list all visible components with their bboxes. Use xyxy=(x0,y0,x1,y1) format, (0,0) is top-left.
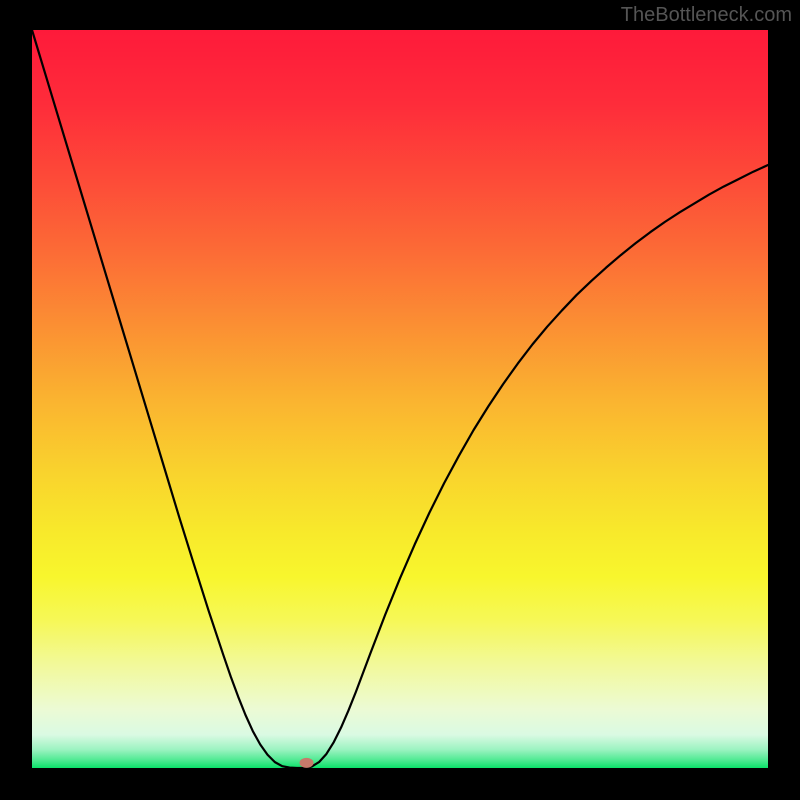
bottleneck-chart xyxy=(0,0,800,800)
watermark-text: TheBottleneck.com xyxy=(621,4,792,27)
chart-container: TheBottleneck.com xyxy=(0,0,800,800)
optimal-point-marker xyxy=(300,758,314,768)
